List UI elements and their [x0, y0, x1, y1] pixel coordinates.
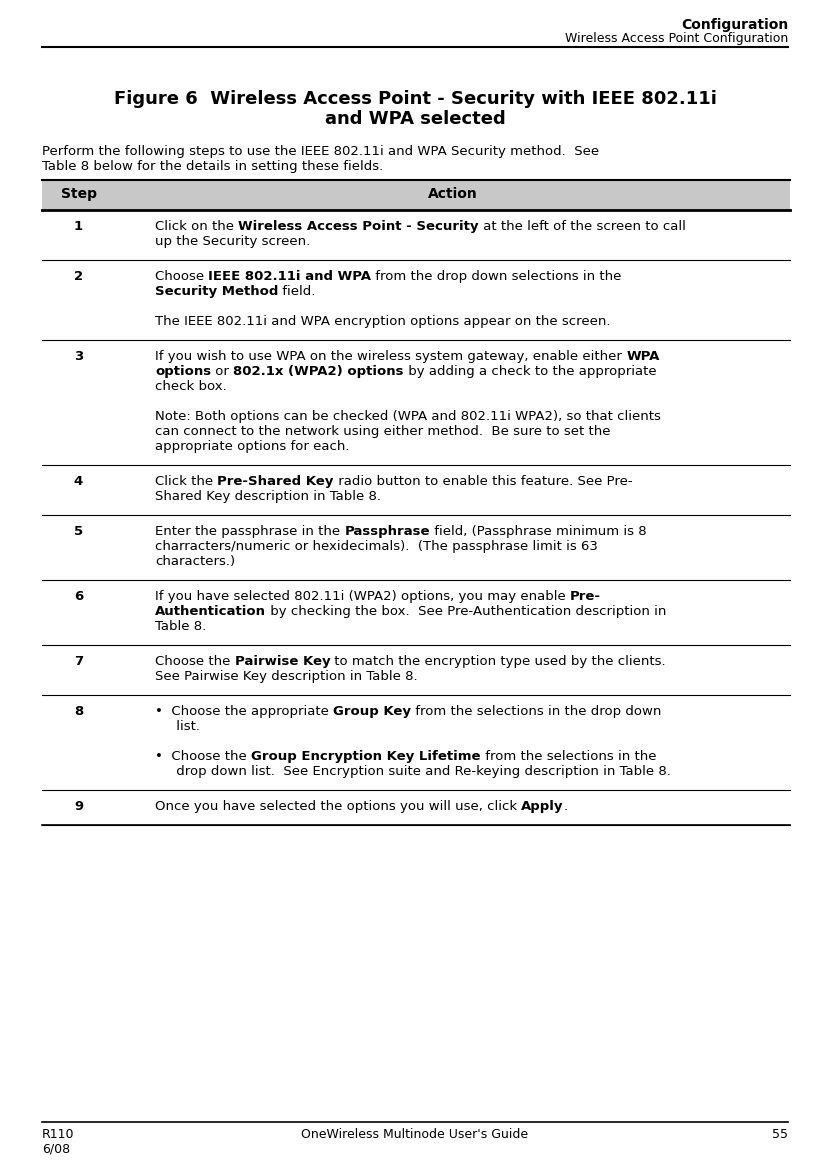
Text: Note: Both options can be checked (WPA and 802.11i WPA2), so that clients: Note: Both options can be checked (WPA a…: [155, 410, 661, 423]
Text: Wireless Access Point Configuration: Wireless Access Point Configuration: [564, 32, 788, 45]
Bar: [42, 340, 790, 465]
Text: Pre-: Pre-: [570, 591, 601, 603]
Text: and WPA selected: and WPA selected: [325, 110, 505, 128]
Text: Configuration: Configuration: [681, 18, 788, 32]
Text: If you wish to use WPA on the wireless system gateway, enable either: If you wish to use WPA on the wireless s…: [155, 350, 626, 363]
Text: R110: R110: [42, 1128, 75, 1141]
Text: Enter the passphrase in the: Enter the passphrase in the: [155, 525, 344, 538]
Text: list.: list.: [155, 720, 200, 733]
Text: field, (Passphrase minimum is 8: field, (Passphrase minimum is 8: [430, 525, 647, 538]
Text: at the left of the screen to call: at the left of the screen to call: [479, 220, 686, 232]
Text: by adding a check to the appropriate: by adding a check to the appropriate: [403, 365, 657, 378]
Text: 2: 2: [74, 270, 83, 283]
Text: Security Method: Security Method: [155, 285, 278, 298]
Text: or: or: [211, 365, 233, 378]
Text: Click on the: Click on the: [155, 220, 238, 232]
Text: 1: 1: [74, 220, 83, 232]
Bar: [42, 790, 790, 825]
Text: options: options: [155, 365, 211, 378]
Text: characters.): characters.): [155, 555, 235, 568]
Text: drop down list.  See Encryption suite and Re-keying description in Table 8.: drop down list. See Encryption suite and…: [155, 765, 671, 778]
Text: Authentication: Authentication: [155, 605, 266, 618]
Text: Choose: Choose: [155, 270, 208, 283]
Text: to match the encryption type used by the clients.: to match the encryption type used by the…: [330, 655, 666, 668]
Text: Table 8 below for the details in setting these fields.: Table 8 below for the details in setting…: [42, 160, 383, 173]
Text: Wireless Access Point - Security: Wireless Access Point - Security: [238, 220, 479, 232]
Text: Table 8.: Table 8.: [155, 620, 206, 633]
Text: Once you have selected the options you will use, click: Once you have selected the options you w…: [155, 799, 521, 814]
Text: field.: field.: [278, 285, 315, 298]
Text: from the drop down selections in the: from the drop down selections in the: [371, 270, 622, 283]
Bar: [42, 695, 790, 790]
Text: Choose the: Choose the: [155, 655, 235, 668]
Bar: [42, 515, 790, 580]
Bar: [42, 259, 790, 340]
Text: from the selections in the: from the selections in the: [481, 750, 656, 763]
Text: IEEE 802.11i and WPA: IEEE 802.11i and WPA: [208, 270, 371, 283]
Text: appropriate options for each.: appropriate options for each.: [155, 440, 349, 453]
Text: •  Choose the appropriate: • Choose the appropriate: [155, 706, 333, 718]
Text: 6/08: 6/08: [42, 1142, 70, 1155]
Bar: [42, 180, 790, 210]
Text: can connect to the network using either method.  Be sure to set the: can connect to the network using either …: [155, 425, 611, 438]
Text: See Pairwise Key description in Table 8.: See Pairwise Key description in Table 8.: [155, 670, 417, 683]
Text: Figure 6  Wireless Access Point - Security with IEEE 802.11i: Figure 6 Wireless Access Point - Securit…: [114, 90, 716, 108]
Text: 9: 9: [74, 799, 83, 814]
Text: check box.: check box.: [155, 380, 227, 393]
Text: WPA: WPA: [626, 350, 660, 363]
Bar: [42, 645, 790, 695]
Text: 8: 8: [74, 706, 83, 718]
Text: 55: 55: [772, 1128, 788, 1141]
Text: Pre-Shared Key: Pre-Shared Key: [217, 475, 334, 488]
Text: 6: 6: [74, 591, 83, 603]
Text: 802.1x (WPA2) options: 802.1x (WPA2) options: [233, 365, 403, 378]
Text: radio button to enable this feature. See Pre-: radio button to enable this feature. See…: [334, 475, 632, 488]
Text: 3: 3: [74, 350, 83, 363]
Text: Click the: Click the: [155, 475, 217, 488]
Text: 4: 4: [74, 475, 83, 488]
Text: The IEEE 802.11i and WPA encryption options appear on the screen.: The IEEE 802.11i and WPA encryption opti…: [155, 315, 611, 328]
Text: Pairwise Key: Pairwise Key: [235, 655, 330, 668]
Text: charracters/numeric or hexidecimals).  (The passphrase limit is 63: charracters/numeric or hexidecimals). (T…: [155, 540, 598, 553]
Text: Shared Key description in Table 8.: Shared Key description in Table 8.: [155, 490, 381, 502]
Text: Group Encryption Key Lifetime: Group Encryption Key Lifetime: [251, 750, 481, 763]
Text: 5: 5: [74, 525, 83, 538]
Text: Action: Action: [427, 187, 477, 201]
Text: 7: 7: [74, 655, 83, 668]
Text: Passphrase: Passphrase: [344, 525, 430, 538]
Bar: [42, 210, 790, 259]
Text: .: .: [564, 799, 568, 814]
Text: •  Choose the: • Choose the: [155, 750, 251, 763]
Text: Step: Step: [61, 187, 96, 201]
Bar: [42, 465, 790, 515]
Text: up the Security screen.: up the Security screen.: [155, 235, 310, 248]
Text: by checking the box.  See Pre-Authentication description in: by checking the box. See Pre-Authenticat…: [266, 605, 666, 618]
Text: OneWireless Multinode User's Guide: OneWireless Multinode User's Guide: [301, 1128, 529, 1141]
Text: If you have selected 802.11i (WPA2) options, you may enable: If you have selected 802.11i (WPA2) opti…: [155, 591, 570, 603]
Text: Perform the following steps to use the IEEE 802.11i and WPA Security method.  Se: Perform the following steps to use the I…: [42, 146, 599, 158]
Bar: [42, 580, 790, 645]
Text: Group Key: Group Key: [333, 706, 411, 718]
Text: Apply: Apply: [521, 799, 564, 814]
Text: from the selections in the drop down: from the selections in the drop down: [411, 706, 662, 718]
